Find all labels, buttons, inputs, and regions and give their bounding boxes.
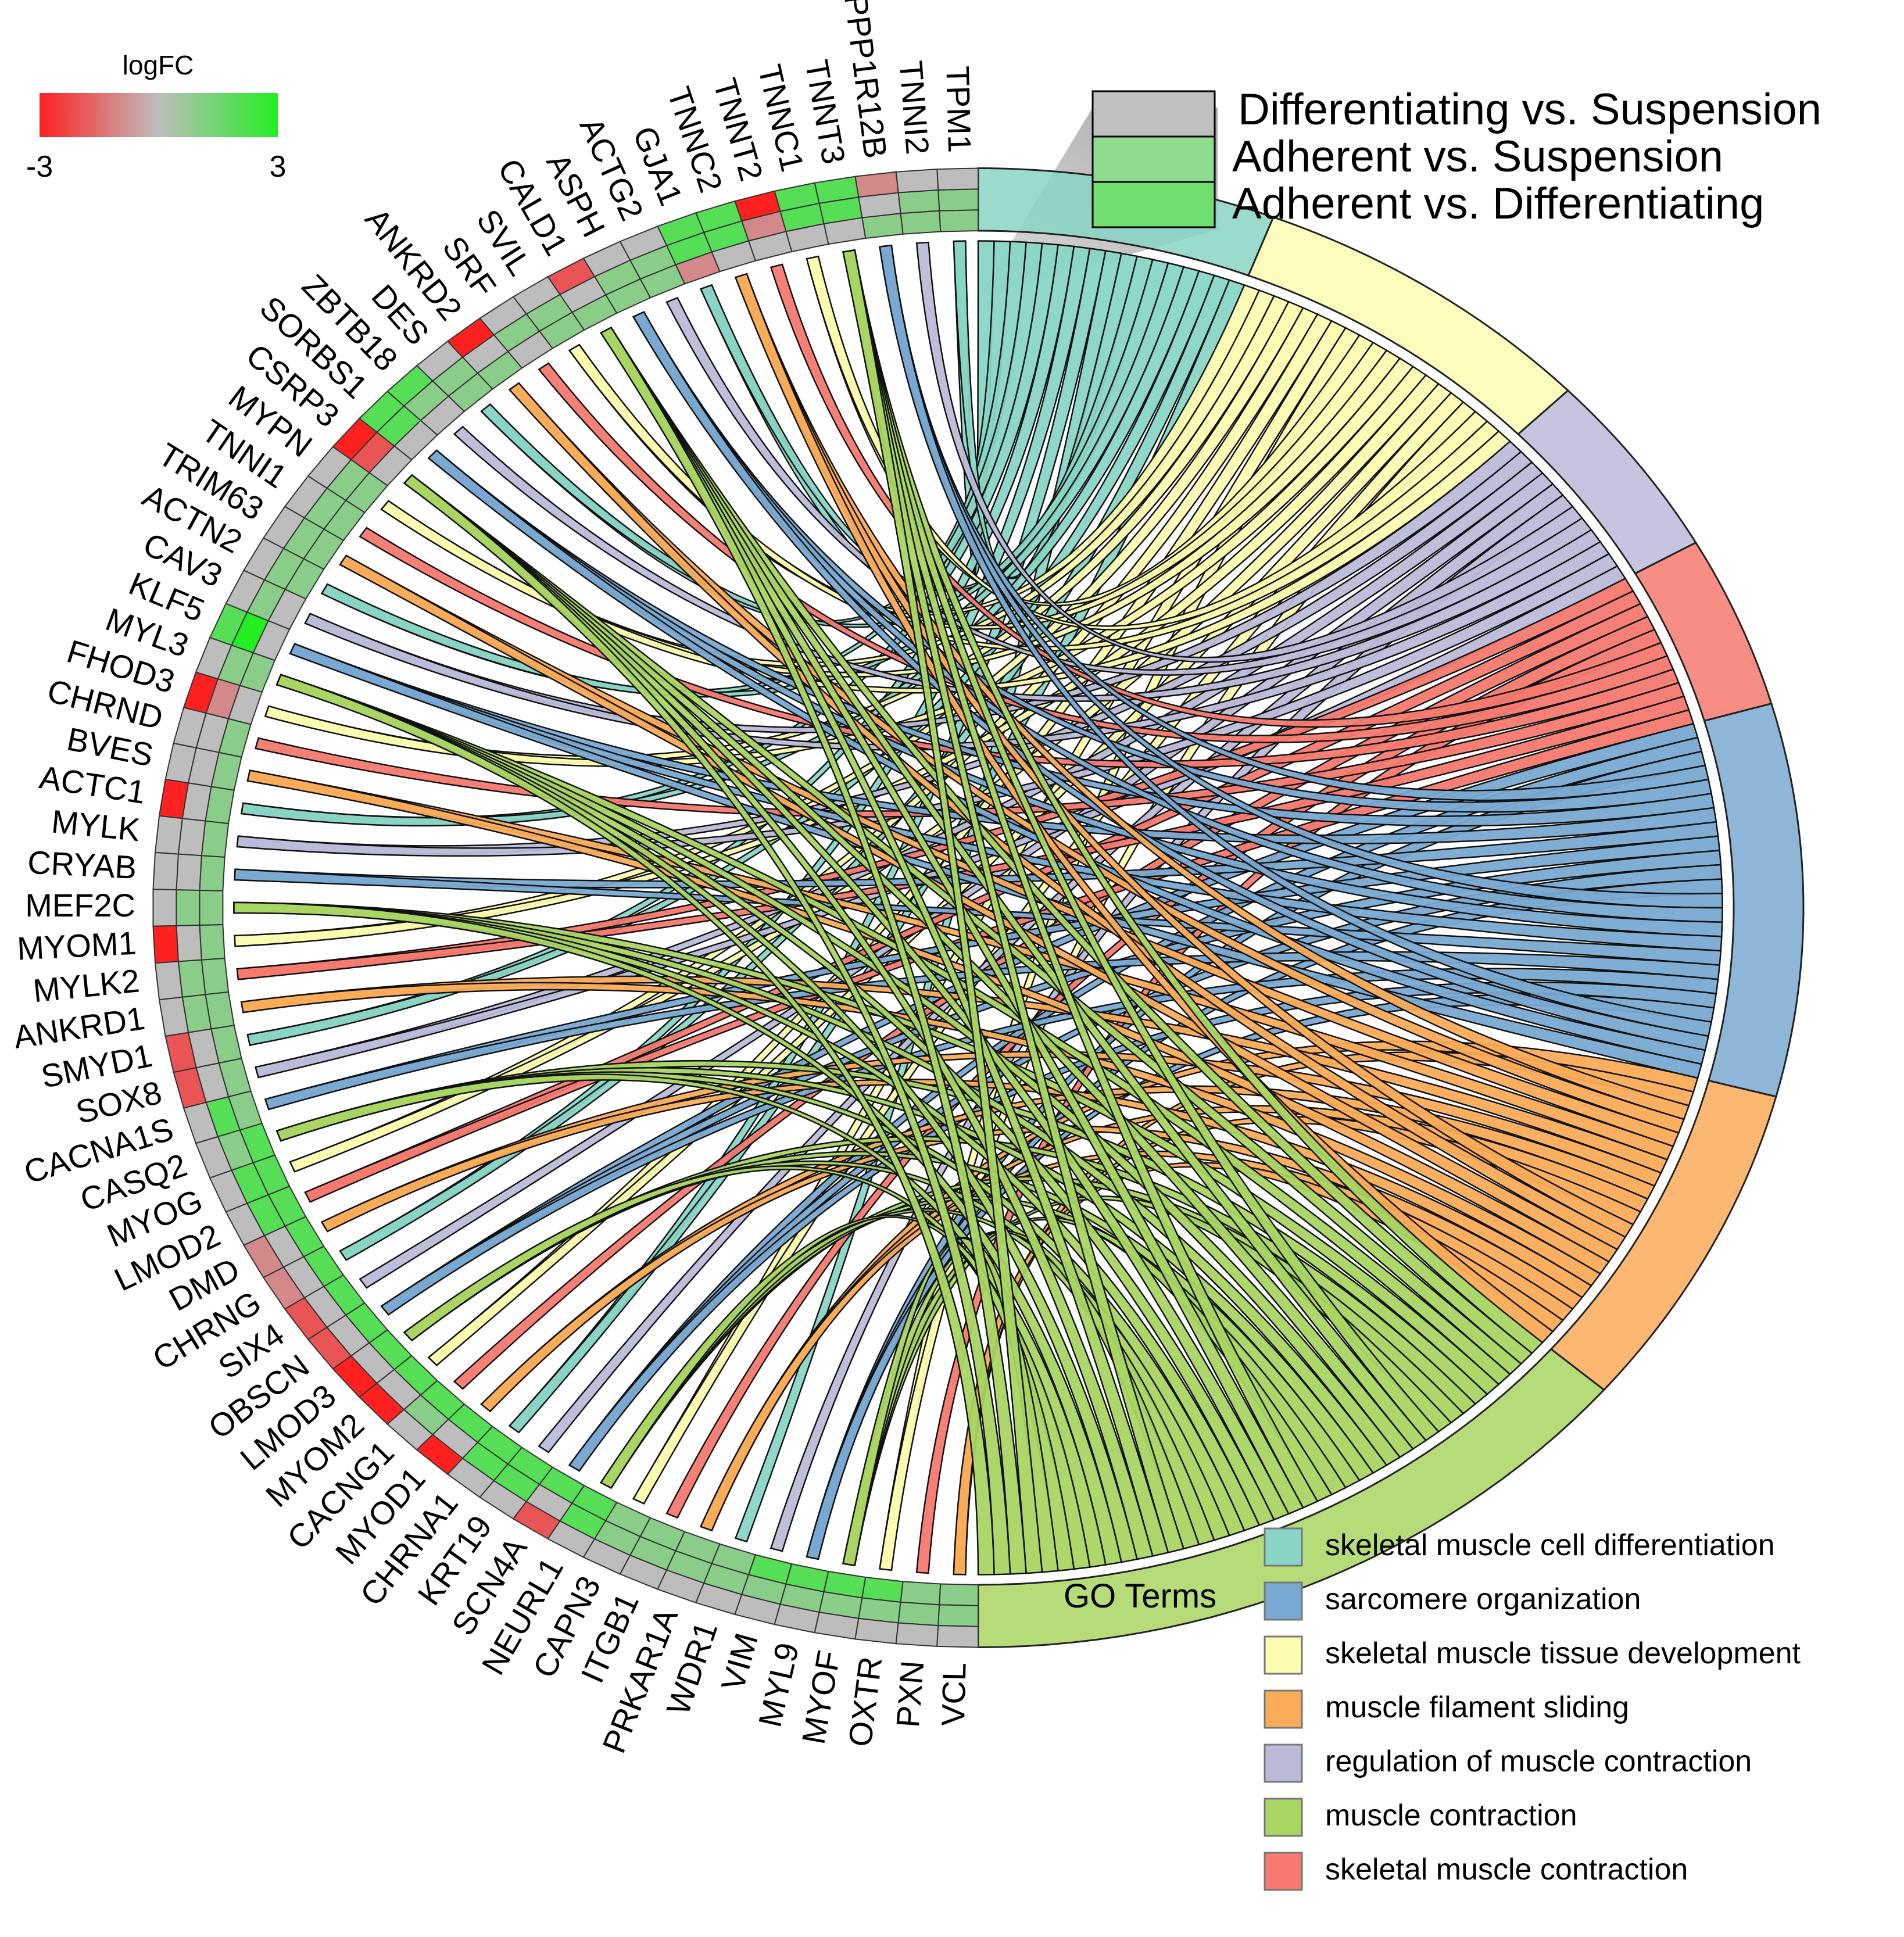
gene-cell [199,890,224,926]
chord-ribbon [665,296,1592,676]
gene-cell [152,925,179,964]
chord-ribbon [770,263,1669,728]
gene-labels: TPM1TNNI2PPP1R12BTNNT3TNNC1TNNT2TNNC2GJA… [11,0,978,1758]
gene-label: TPM1 [939,66,978,153]
gene-cell [854,1617,899,1645]
gene-cell [152,889,177,927]
go-legend-swatch [1264,1689,1303,1729]
chord-ribbons [233,240,1723,1576]
chord-ribbon [568,343,1500,652]
chord-ribbon [359,527,1680,769]
gene-cell [177,959,206,998]
chord-ribbon [568,981,1717,1472]
comparison-swatch-3 [1091,181,1216,228]
gene-cell [176,889,201,926]
gene-label: MYLK [50,803,142,848]
gene-cell [897,189,940,214]
gene-label: TNNI2 [893,59,936,156]
gene-cell [201,957,230,996]
gene-cell [895,168,939,194]
gene-cell [895,1622,939,1648]
gene-label: CRYAB [27,844,138,886]
chord-ribbon [632,311,1710,1051]
chord-ribbon [233,901,1122,1566]
chord-ribbon [289,643,1703,1079]
gene-cell [939,209,979,232]
chord-ribbon [275,674,995,1576]
gene-label: OXTR [841,1655,889,1749]
go-legend-swatch [1264,1798,1303,1837]
gene-label: MYOF [794,1648,847,1746]
comparison-label-2: Adherent vs. Suspension [1232,132,1723,181]
gene-cell [936,167,979,191]
comparison-swatch-2 [1091,135,1216,183]
gene-cell [900,1581,942,1606]
go-term-arcs [977,167,1805,1649]
gene-cell [176,924,202,962]
comparison-swatch-1 [1091,90,1216,138]
chord-ribbon [275,1073,1107,1568]
gene-cell [176,853,202,891]
go-legend-label: sarcomere organization [1325,1582,1641,1616]
go-legend-label: skeletal muscle contraction [1325,1853,1688,1886]
logfc-colorbar: logFC -3 3 [26,50,287,184]
gene-cell [199,924,226,961]
comparison-label-3: Adherent vs. Differentiating [1232,179,1764,228]
gene-cell [201,820,230,858]
chord-ribbon [304,708,1695,1203]
gene-cell [937,188,979,212]
colorbar-max-label: 3 [270,150,287,184]
go-legend-label: regulation of muscle contraction [1325,1745,1752,1778]
go-legend-swatch [1264,1581,1303,1621]
go-legend-swatch [1264,1527,1303,1567]
go-legend-swatch [1264,1635,1303,1675]
chord-ribbon [879,244,1713,1037]
go-legend-label: muscle contraction [1325,1799,1577,1832]
gene-cell [154,961,183,1001]
go-legend-label: muscle filament sliding [1325,1691,1629,1724]
gene-cell [177,818,206,857]
chord-ribbon [600,327,1027,1575]
gene-cell [937,1604,979,1627]
chord-ribbon [427,449,1706,1065]
comparison-legend: Differentiating vs. Suspension Adherent … [1091,85,1821,228]
chord-ribbon [915,241,1584,663]
chord-ribbon [538,362,1674,743]
go-legend-label: skeletal muscle tissue development [1325,1637,1801,1670]
colorbar-min-label: -3 [26,150,53,184]
gene-cell [900,210,942,235]
gene-label: PXN [889,1659,930,1729]
colorbar-gradient [40,93,278,137]
go-legend-swatch [1264,1743,1303,1783]
gene-logfc-cells [152,167,979,1648]
chord-ribbon [453,425,1602,702]
gene-cell [897,1601,940,1627]
chord-ribbon [403,474,1011,1576]
gene-label: VCL [935,1662,973,1726]
colorbar-title: logFC [123,50,194,80]
chord-ribbon [842,1237,1059,1573]
chord-ribbon [264,357,1415,767]
chord-ribbon [508,382,1627,1251]
gene-cell [936,1625,979,1648]
gene-cell [152,851,179,891]
go-legend-title: GO Terms [1064,1577,1216,1615]
gene-cell [854,171,899,198]
go-terms-legend: GO Terms skeletal muscle cell differenti… [1064,1527,1801,1891]
gene-cell [199,855,226,891]
gene-label: VIM [714,1629,765,1695]
gene-cell [154,815,183,855]
comparison-label-1: Differentiating vs. Suspension [1238,85,1821,134]
go-legend-swatch [1264,1852,1303,1891]
gene-label: MYOM1 [16,925,137,967]
gene-label: MEF2C [25,887,135,923]
chord-ribbon [842,249,1043,1574]
gene-cell [939,1583,979,1606]
go-legend-label: skeletal muscle cell differentiation [1325,1528,1775,1562]
